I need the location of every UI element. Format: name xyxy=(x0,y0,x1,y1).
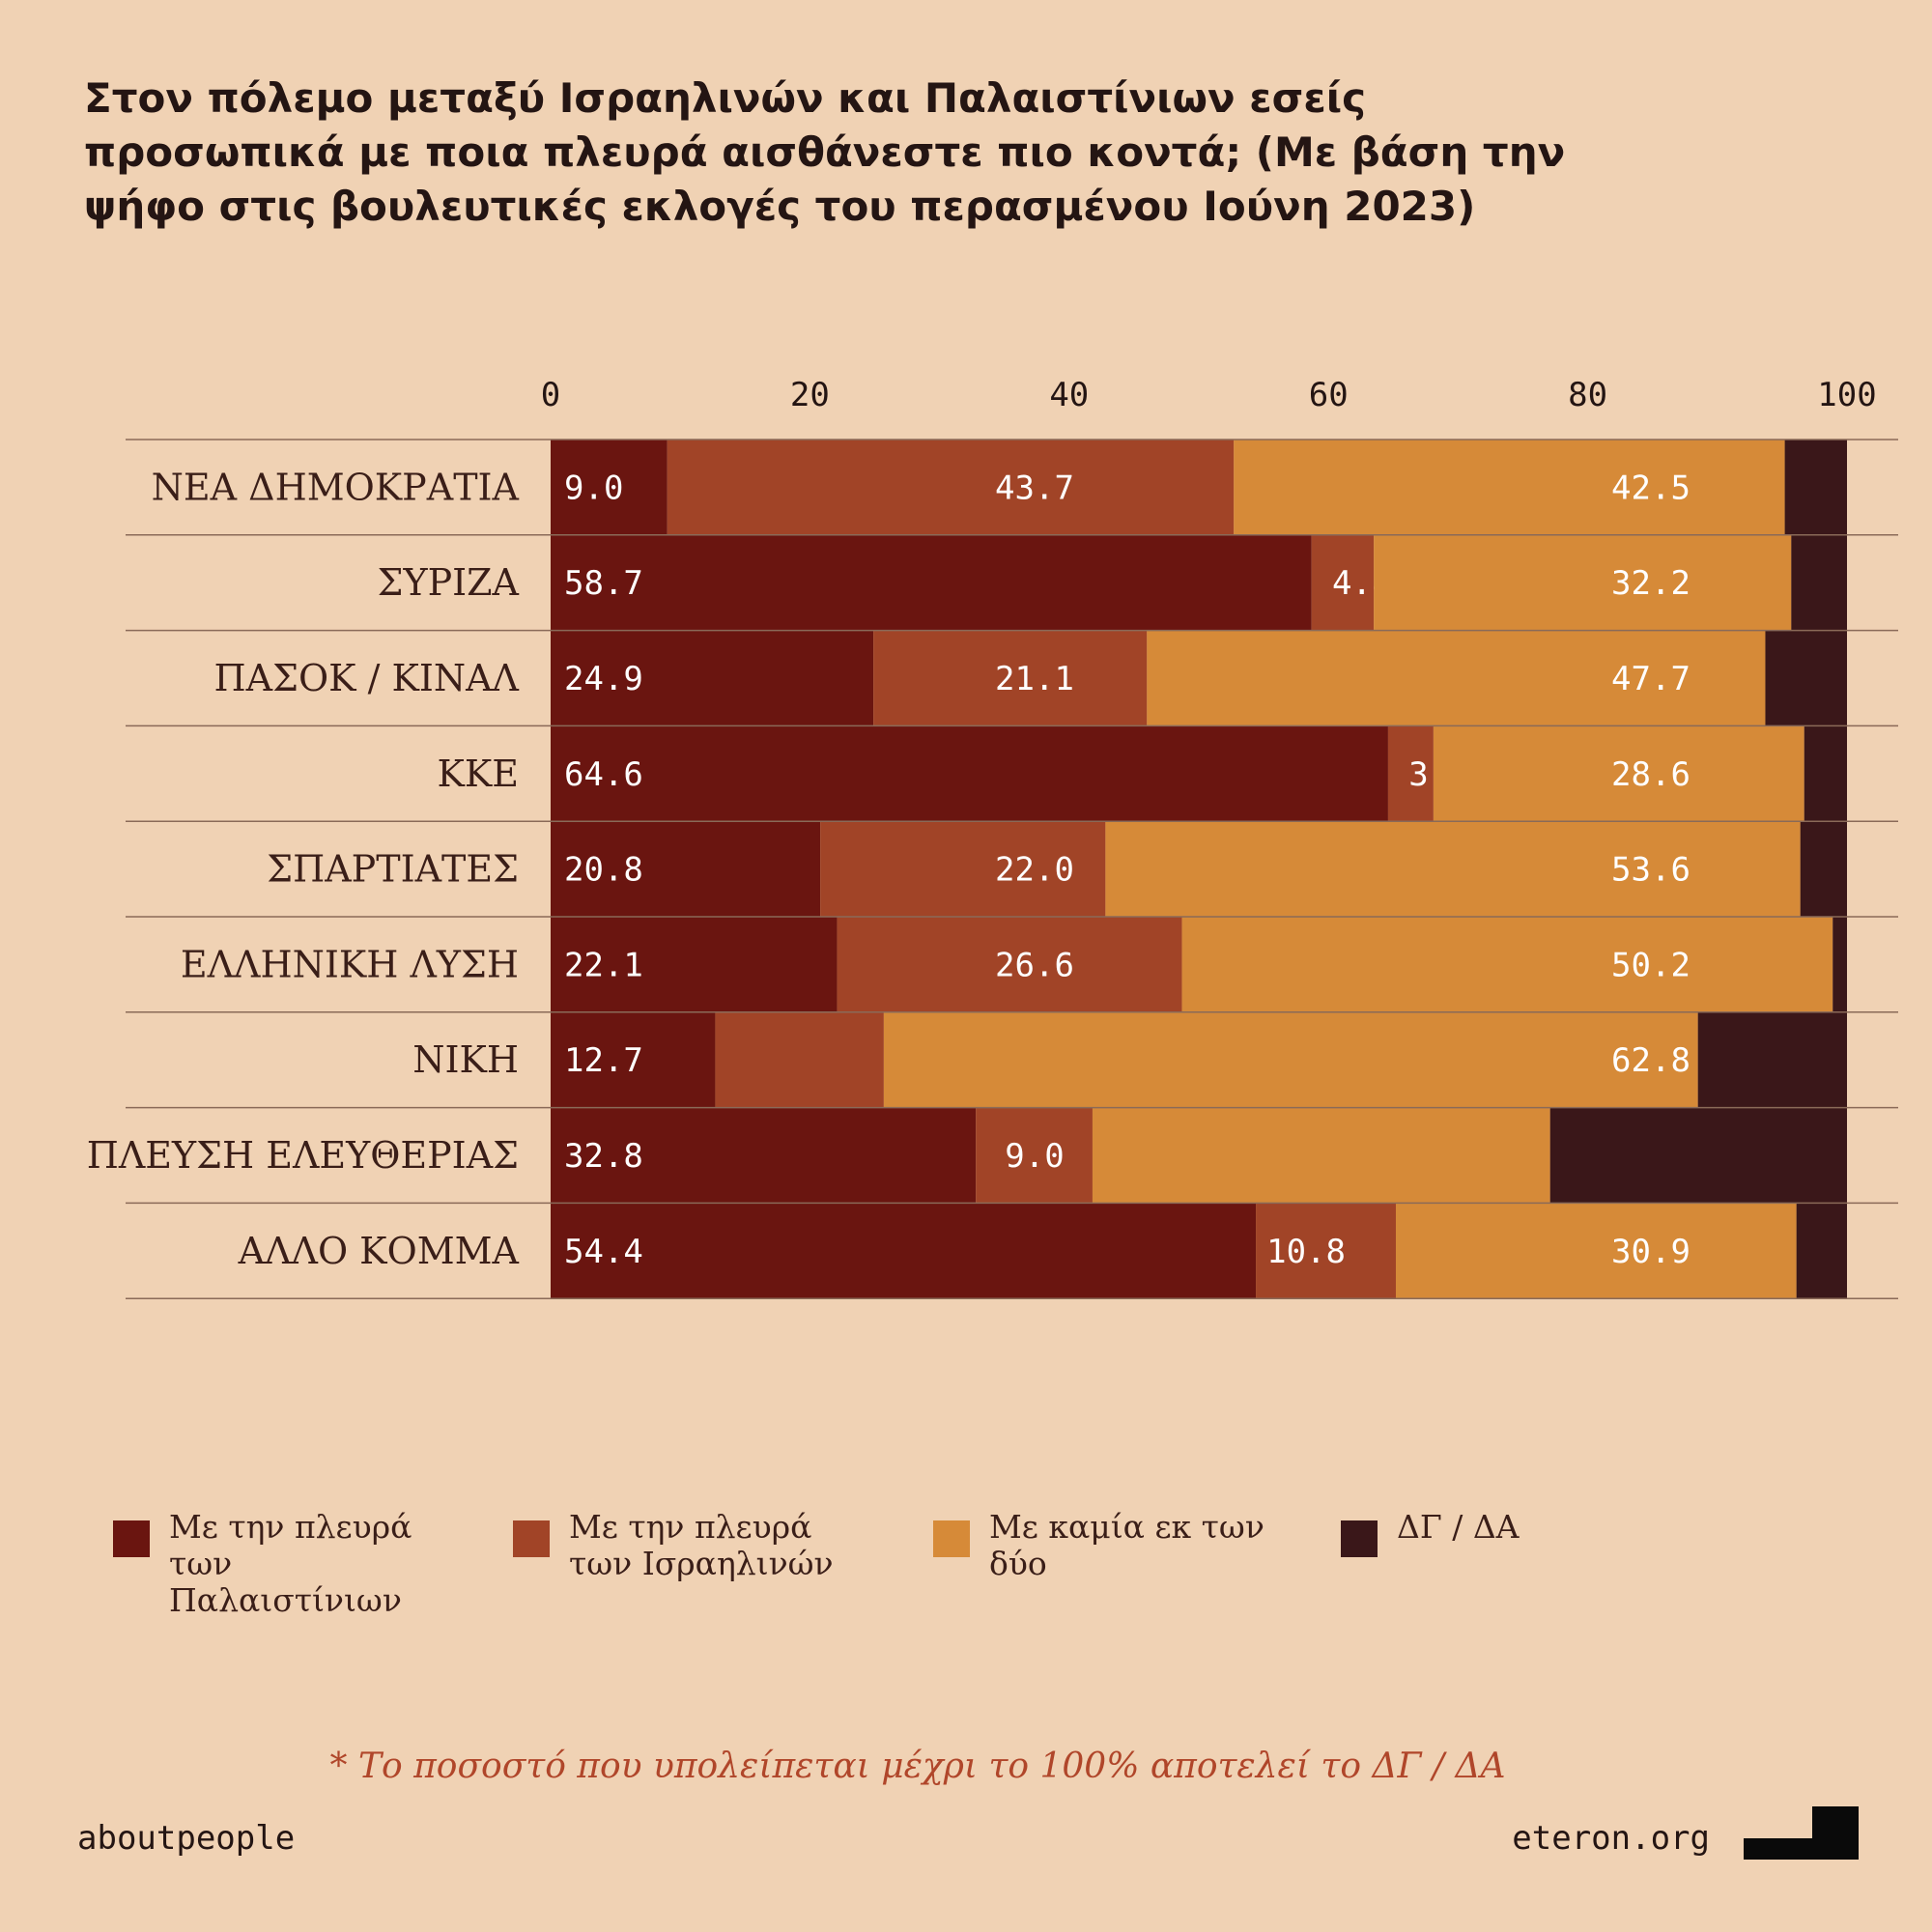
legend-label: Με την πλευρά των Ισραηλινών xyxy=(569,1508,834,1582)
x-tick-label: 40 xyxy=(1049,376,1089,414)
bar-segment xyxy=(1387,725,1434,822)
bar-segment xyxy=(551,1203,1257,1299)
legend-swatch xyxy=(933,1520,970,1557)
value-label: 24.9 xyxy=(564,660,643,698)
value-label: 30.9 xyxy=(1611,1233,1690,1271)
value-label: 22.0 xyxy=(995,851,1074,890)
category-label: ΝΙΚΗ xyxy=(412,1038,519,1081)
category-label: ΣΠΑΡΤΙΑΤΕΣ xyxy=(267,848,519,891)
bar-segment xyxy=(1181,917,1833,1012)
bar-segment xyxy=(1549,1107,1847,1204)
value-label: 53.6 xyxy=(1611,851,1690,890)
value-label: 62.8 xyxy=(1611,1041,1690,1080)
legend-label: Με την πλευρά των Παλαιστίνιων xyxy=(169,1508,412,1619)
bar-segment xyxy=(551,440,668,535)
bar-segment xyxy=(551,1011,716,1108)
legend-swatch xyxy=(1341,1520,1378,1557)
bar-segment xyxy=(1804,725,1847,822)
bar-segment xyxy=(1796,1203,1847,1299)
x-tick-label: 60 xyxy=(1309,376,1349,414)
bar-segment xyxy=(1697,1011,1847,1108)
value-label: 12.7 xyxy=(564,1041,643,1080)
source-left: aboutpeople xyxy=(77,1819,296,1858)
bar-segment xyxy=(715,1011,884,1108)
category-label: ΠΑΣΟΚ / ΚΙΝΑΛ xyxy=(214,657,520,699)
bar-segment xyxy=(976,1107,1093,1204)
value-label: 9.0 xyxy=(1005,1137,1064,1176)
bar-segment xyxy=(883,1011,1698,1108)
value-label: 42.5 xyxy=(1611,469,1690,507)
bar-segment xyxy=(551,821,821,917)
value-label: 9.0 xyxy=(564,469,623,507)
legend-item: Με καμία εκ των δύο xyxy=(933,1509,1269,1582)
value-label: 50.2 xyxy=(1611,946,1690,984)
category-label: ΕΛΛΗΝΙΚΗ ΛΥΣΗ xyxy=(181,943,519,985)
bar-segment xyxy=(1395,1203,1797,1299)
x-tick-label: 100 xyxy=(1817,376,1876,414)
source-right: eteron.org xyxy=(1512,1819,1710,1858)
value-label: 10.8 xyxy=(1266,1233,1346,1271)
value-label: 54.4 xyxy=(564,1233,643,1271)
category-label: ΚΚΕ xyxy=(437,753,519,795)
legend-item: Με την πλευρά των Ισραηλινών xyxy=(513,1509,849,1582)
legend-swatch xyxy=(113,1520,150,1557)
bar-segment xyxy=(1092,1107,1550,1204)
value-label: 47.7 xyxy=(1611,660,1690,698)
bar-segment xyxy=(1256,1203,1396,1299)
value-label: 26.6 xyxy=(995,946,1074,984)
bar-segment xyxy=(837,917,1182,1012)
category-label: ΑΛΛΟ ΚΟΜΜΑ xyxy=(238,1230,520,1272)
chart-title: Στον πόλεμο μεταξύ Ισραηλινών και Παλαισ… xyxy=(84,74,1566,230)
value-label: 32.8 xyxy=(564,1137,643,1176)
value-label: 64.6 xyxy=(564,755,643,794)
bar-segment xyxy=(1311,534,1375,631)
bar-segment xyxy=(1765,630,1847,726)
value-label: 20.8 xyxy=(564,851,643,890)
legend-label: ΔΓ / ΔΑ xyxy=(1397,1508,1520,1546)
value-label: 28.6 xyxy=(1611,755,1690,794)
x-tick-label: 80 xyxy=(1568,376,1607,414)
bar-segment xyxy=(667,440,1235,535)
x-tick-label: 0 xyxy=(541,376,560,414)
category-label: ΣΥΡΙΖΑ xyxy=(378,561,520,604)
bar-segment xyxy=(551,725,1388,822)
bar-segment xyxy=(1105,821,1801,917)
bar-segment xyxy=(820,821,1106,917)
bar-segment xyxy=(551,917,838,1012)
value-label: 32.2 xyxy=(1611,564,1690,603)
bar-segment xyxy=(1234,440,1785,535)
bar-segment xyxy=(873,630,1148,726)
logo xyxy=(1812,1806,1859,1845)
legend-label: Με καμία εκ των δύο xyxy=(989,1508,1264,1582)
bar-segment xyxy=(551,534,1312,631)
value-label: 21.1 xyxy=(995,660,1074,698)
bar-segment xyxy=(551,1107,977,1204)
bar-segment xyxy=(1147,630,1766,726)
category-label: ΝΕΑ ΔΗΜΟΚΡΑΤΙΑ xyxy=(152,466,520,508)
bar-segment xyxy=(551,630,874,726)
bar-segment xyxy=(1800,821,1847,917)
value-label: 58.7 xyxy=(564,564,643,603)
bar-segment xyxy=(1784,440,1847,535)
legend-item: ΔΓ / ΔΑ xyxy=(1341,1509,1677,1557)
legend-item: Με την πλευρά των Παλαιστίνιων xyxy=(113,1509,449,1619)
footnote: * Το ποσοστό που υπολείπεται μέχρι το 10… xyxy=(329,1747,1506,1786)
x-tick-label: 20 xyxy=(790,376,830,414)
bar-segment xyxy=(1433,725,1804,822)
legend-swatch xyxy=(513,1520,550,1557)
bar-segment xyxy=(1374,534,1792,631)
bar-segment xyxy=(1833,917,1847,1012)
category-label: ΠΛΕΥΣΗ ΕΛΕΥΘΕΡΙΑΣ xyxy=(87,1134,519,1177)
bar-segment xyxy=(1791,534,1847,631)
value-label: 22.1 xyxy=(564,946,643,984)
value-label: 43.7 xyxy=(995,469,1074,507)
